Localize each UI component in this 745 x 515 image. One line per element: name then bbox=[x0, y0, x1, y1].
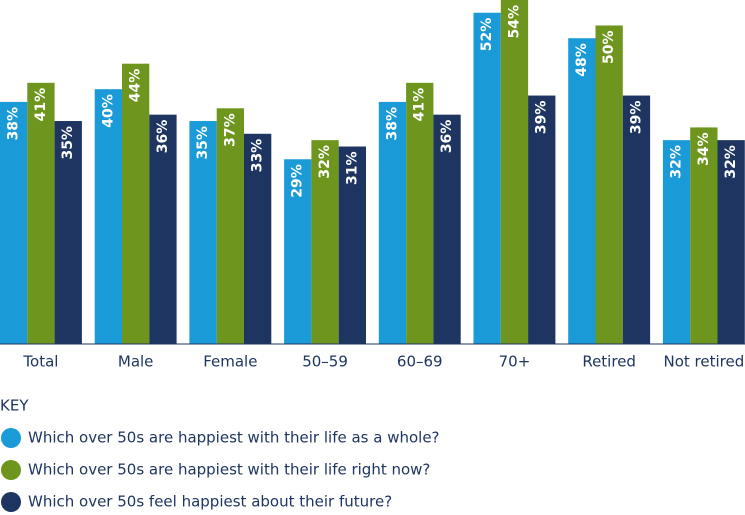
x-tick-label: Total bbox=[22, 353, 58, 371]
bar bbox=[338, 146, 366, 344]
bar bbox=[406, 82, 434, 344]
value-label: 38% bbox=[6, 107, 22, 141]
bar bbox=[378, 101, 407, 344]
value-label: 31% bbox=[344, 152, 360, 186]
bar bbox=[284, 159, 312, 344]
bar bbox=[500, 0, 529, 344]
value-label: 44% bbox=[128, 69, 144, 103]
value-label: 32% bbox=[669, 145, 685, 179]
bar bbox=[244, 133, 272, 344]
value-label: 36% bbox=[439, 120, 455, 154]
bar bbox=[149, 114, 177, 345]
legend-marker bbox=[1, 492, 21, 512]
legend-title: KEY bbox=[0, 397, 29, 415]
value-label: 34% bbox=[696, 132, 712, 166]
x-tick-label: 50–59 bbox=[302, 353, 348, 371]
bar bbox=[0, 101, 28, 344]
x-tick-label: Not retired bbox=[663, 353, 744, 371]
value-label: 39% bbox=[534, 101, 550, 135]
bar bbox=[528, 95, 556, 344]
value-label: 35% bbox=[60, 126, 76, 160]
bar bbox=[94, 89, 122, 345]
bar bbox=[717, 140, 745, 344]
value-label: 32% bbox=[723, 145, 739, 179]
value-label: 52% bbox=[479, 18, 495, 52]
bar bbox=[189, 121, 217, 344]
bar bbox=[216, 108, 244, 344]
x-tick-label: Retired bbox=[582, 353, 636, 371]
value-label: 48% bbox=[574, 43, 590, 77]
x-tick-label: Female bbox=[203, 353, 257, 371]
value-label: 41% bbox=[412, 88, 428, 122]
bar bbox=[433, 114, 461, 345]
value-label: 50% bbox=[601, 30, 617, 64]
bar bbox=[54, 121, 82, 344]
legend-label: Which over 50s are happiest with their l… bbox=[28, 461, 430, 479]
x-tick-label: 70+ bbox=[499, 353, 531, 371]
value-label: 37% bbox=[222, 113, 238, 147]
bar bbox=[568, 38, 596, 344]
value-label: 38% bbox=[384, 107, 400, 141]
bar bbox=[595, 25, 623, 345]
bar bbox=[622, 95, 651, 344]
value-label: 32% bbox=[317, 145, 333, 179]
bar bbox=[122, 63, 150, 344]
bar bbox=[662, 140, 691, 344]
bar bbox=[311, 140, 339, 344]
value-label: 36% bbox=[155, 120, 171, 154]
legend-marker bbox=[1, 428, 21, 448]
value-label: 40% bbox=[100, 94, 116, 128]
x-tick-label: 60–69 bbox=[397, 353, 443, 371]
value-label: 41% bbox=[33, 88, 49, 122]
legend-marker bbox=[1, 460, 21, 480]
bar bbox=[473, 12, 501, 344]
value-label: 54% bbox=[506, 5, 522, 39]
bar bbox=[690, 127, 718, 344]
value-label: 33% bbox=[250, 139, 266, 173]
legend-label: Which over 50s are happiest with their l… bbox=[28, 429, 440, 447]
x-tick-label: Male bbox=[118, 353, 154, 371]
legend-label: Which over 50s feel happiest about their… bbox=[28, 493, 392, 511]
value-label: 39% bbox=[628, 101, 644, 135]
value-label: 35% bbox=[195, 126, 211, 160]
bar bbox=[27, 82, 55, 344]
value-label: 29% bbox=[290, 164, 306, 198]
